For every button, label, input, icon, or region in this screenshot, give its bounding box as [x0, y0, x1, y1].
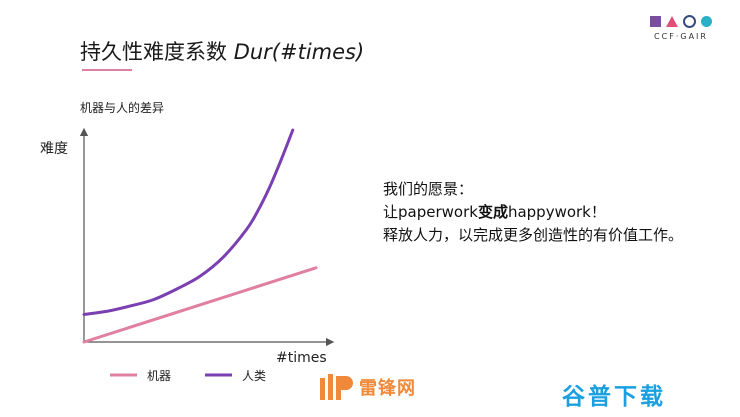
series-group	[82, 128, 318, 344]
leiphone-text: 雷锋网	[359, 378, 416, 399]
ccf-gair-logo: CCF·GAIR	[644, 14, 718, 44]
title-en: Dur(#times)	[233, 40, 365, 64]
series-line-machine	[82, 266, 318, 344]
triangle-icon	[666, 15, 678, 27]
x-axis-label: #times	[276, 350, 327, 366]
vision-line-3: 释放人力，以完成更多创造性的有价值工作。	[383, 226, 684, 244]
logo-text: CCF·GAIR	[654, 32, 708, 41]
series-line-human	[82, 128, 295, 316]
vision-line-2-pre: 让paperwork	[383, 203, 478, 221]
y-axis-label: 难度	[40, 141, 68, 157]
title-cn: 持久性难度系数	[80, 40, 227, 64]
square-icon	[650, 15, 661, 27]
vision-line-1: 我们的愿景：	[383, 180, 474, 198]
vision-line-2-bold: 变成	[477, 203, 508, 221]
vision-text: 我们的愿景： 让paperwork变成happywork！ 释放人力，以完成更多…	[383, 178, 683, 247]
legend-label-human: 人类	[242, 369, 266, 383]
download-watermark: 谷普下载	[562, 384, 666, 410]
chart-subtitle: 机器与人的差异	[80, 101, 165, 115]
page-title: 持久性难度系数 Dur(#times)	[80, 36, 364, 66]
legend: 机器 人类	[110, 369, 266, 383]
circle-icon	[701, 15, 712, 27]
leiphone-watermark: 雷锋网	[318, 372, 416, 402]
legend-label-machine: 机器	[147, 369, 171, 383]
vision-line-2-post: happywork！	[507, 203, 606, 221]
logo-shapes	[644, 14, 718, 28]
ring-icon	[683, 14, 696, 28]
title-underline	[82, 69, 132, 71]
leiphone-logo-icon	[320, 374, 353, 400]
vision-line-2: 让paperwork变成happywork！	[383, 201, 683, 224]
